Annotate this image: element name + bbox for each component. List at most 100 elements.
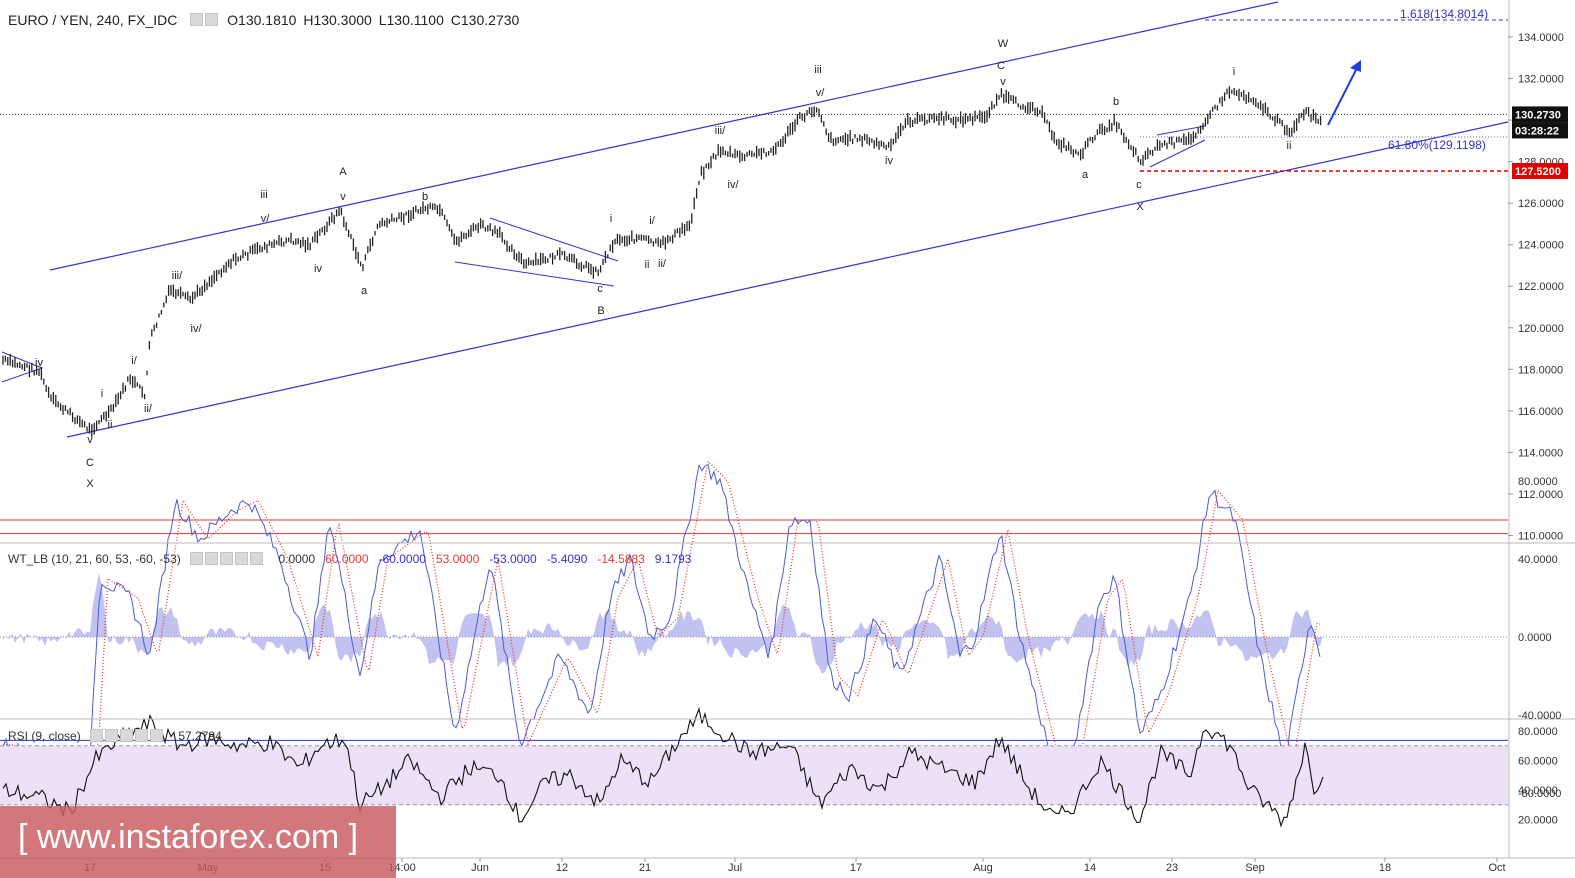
rsi-buttons[interactable]	[90, 729, 165, 745]
wt-buttons[interactable]	[190, 552, 265, 568]
time-tick-label: 18	[1379, 862, 1391, 874]
wave-label: iv	[314, 263, 322, 275]
wave-label: ii/	[658, 258, 667, 270]
wedge-lower	[454, 261, 615, 287]
gear-icon[interactable]	[220, 552, 234, 565]
wave-label: i/	[649, 215, 655, 227]
close-icon[interactable]	[150, 729, 164, 742]
plus-icon[interactable]	[135, 729, 149, 742]
watermark: [ www.instaforex.com ]	[0, 806, 396, 878]
wt-value: -53.0000	[489, 552, 537, 567]
wt-tick-label: 80.0000	[1518, 476, 1558, 488]
low-value: L130.1100	[378, 12, 444, 28]
wave-label: ii/	[144, 403, 153, 415]
wave-label: i	[101, 388, 103, 400]
settings-icon[interactable]	[205, 552, 219, 565]
support-badge-bg	[1512, 163, 1568, 179]
wt-line	[2, 463, 1321, 786]
symbol-header[interactable]: EURO / YEN, 240, FX_IDC O130.1810 H130.3…	[8, 12, 522, 29]
wave-label: v/	[816, 87, 826, 99]
rsi-band	[0, 745, 1508, 805]
wave-label: iii/	[172, 270, 183, 282]
wave-label: iii	[260, 189, 267, 201]
price-tick-label: 110.0000	[1518, 530, 1563, 542]
price-tick-label: 120.0000	[1518, 323, 1564, 335]
wt-value: -14.5883	[597, 552, 645, 567]
wave-label: A	[339, 166, 347, 178]
price-tick-label: 124.0000	[1518, 240, 1564, 252]
fib-1618-label: 1.618(134.8014)	[1400, 7, 1488, 21]
price-tick-label: 134.0000	[1518, 32, 1564, 44]
gear-icon[interactable]	[120, 729, 134, 742]
wt-histogram	[3, 572, 1322, 675]
time-tick-label: Oct	[1488, 862, 1505, 874]
wave-label: v	[1000, 76, 1006, 88]
wave-label: i	[1233, 66, 1235, 78]
high-value: H130.3000	[303, 12, 372, 28]
wave-label: b	[422, 191, 428, 203]
price-tick-label: 122.0000	[1518, 281, 1564, 293]
forecast-arrow-head	[1350, 60, 1361, 72]
channel-upper-line	[49, 1, 1279, 271]
price-tick-label: 114.0000	[1518, 447, 1563, 459]
time-tick-label: 23	[1166, 862, 1178, 874]
wt-value: 60.0000	[325, 552, 369, 567]
fib-618-label: 61.80%(129.1198)	[1388, 138, 1486, 152]
rsi-header[interactable]: RSI (9, close) 57.2794	[8, 729, 222, 745]
price-tick-label: 112.0000	[1518, 489, 1563, 501]
rsi-tick-label: 40.0000	[1518, 785, 1558, 797]
settings-icon[interactable]	[205, 13, 219, 27]
price-tick-label: 126.0000	[1518, 198, 1564, 210]
wave-label: B	[597, 305, 604, 317]
wt-header[interactable]: WT_LB (10, 21, 60, 53, -60, -53) 0.0000 6…	[8, 552, 691, 568]
last-price-badge: 130.2730	[1515, 109, 1561, 121]
wave-label: v	[340, 191, 346, 203]
time-tick-label: Jul	[728, 862, 742, 874]
wave-label: c	[597, 283, 603, 295]
rsi-tick-label: 80.0000	[1518, 726, 1558, 738]
eye-icon[interactable]	[190, 552, 204, 565]
wave-label: ii	[108, 419, 113, 431]
eye-icon[interactable]	[190, 13, 204, 27]
wave-label: C	[86, 457, 94, 469]
price-tick-label: 118.0000	[1518, 364, 1563, 376]
rsi-pane	[0, 706, 1508, 828]
price-tick-label: 116.0000	[1518, 406, 1563, 418]
rsi-tick-label: 60.0000	[1518, 756, 1558, 768]
wt-tick-label: 40.0000	[1518, 554, 1558, 566]
forecast-arrow	[1327, 65, 1359, 126]
wave-label: iv/	[728, 179, 740, 191]
wave-label: b	[1113, 96, 1119, 108]
wave-label: v	[87, 434, 93, 446]
header-buttons[interactable]	[190, 13, 220, 29]
wt-value: 9.1793	[654, 552, 692, 567]
rsi-tick-label: 20.0000	[1518, 815, 1558, 827]
wt-title: WT_LB (10, 21, 60, 53, -60, -53)	[8, 552, 181, 567]
wt-tick-label: -40.0000	[1518, 710, 1561, 722]
plus-icon[interactable]	[235, 552, 249, 565]
wave-label: a	[361, 285, 368, 297]
wave-label: ii	[645, 259, 650, 271]
close-icon[interactable]	[250, 552, 264, 565]
wave-label: a	[1082, 169, 1089, 181]
time-tick-label: 17	[850, 862, 862, 874]
support-badge: 127.5200	[1515, 166, 1561, 178]
wave-label: i	[610, 213, 612, 225]
wave-label: iii/	[715, 125, 726, 137]
wave-label: iv	[885, 155, 893, 167]
wt-value: 0.0000	[278, 552, 316, 567]
rsi-title: RSI (9, close)	[8, 729, 81, 744]
wt-tick-label: -80.0000	[1518, 788, 1561, 800]
eye-icon[interactable]	[90, 729, 104, 742]
symbol-title: EURO / YEN, 240, FX_IDC	[8, 12, 178, 28]
rsi-line	[2, 706, 1324, 828]
wt-tick-label: 0.0000	[1518, 632, 1552, 644]
wt-value: 53.0000	[435, 552, 480, 567]
settings-icon[interactable]	[105, 729, 119, 742]
time-tick-label: Jun	[471, 862, 489, 874]
rsi-value: 57.2794	[178, 729, 222, 744]
channel-lower-line	[66, 121, 1509, 438]
wave-label: X	[86, 478, 94, 490]
countdown-badge: 03:28:22	[1515, 125, 1559, 137]
wedge-lower-2	[1149, 139, 1206, 168]
